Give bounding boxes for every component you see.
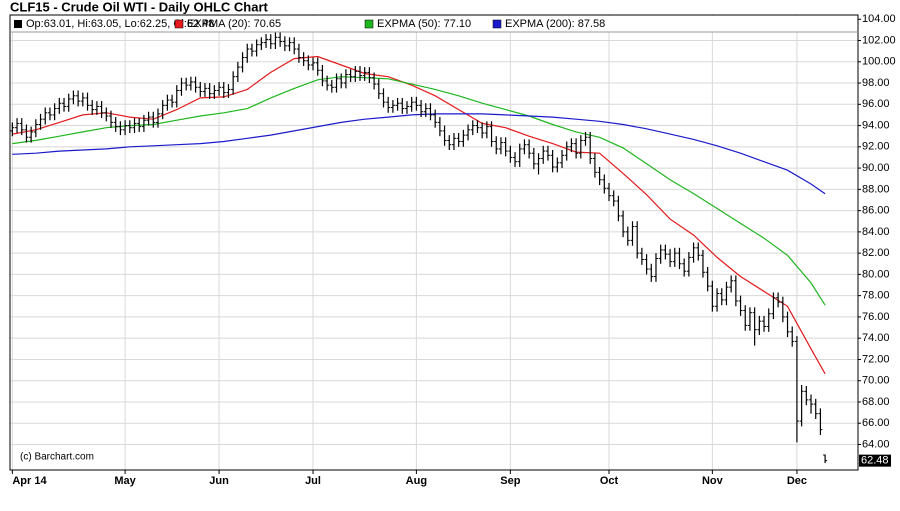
ema-line [12, 55, 826, 375]
last-price-label: 62.48 [861, 455, 889, 467]
y-tick-label: 100.00 [862, 56, 896, 68]
x-tick-label: Dec [787, 475, 807, 487]
ohlc-bars [10, 32, 828, 464]
y-tick-label: 64.00 [862, 438, 890, 450]
y-tick-label: 84.00 [862, 226, 890, 238]
ema-line [12, 113, 826, 195]
legend-label: Op:63.01, Hi:63.05, Lo:62.25, Cl:62.48 [26, 18, 214, 30]
legend-label: EXPMA (200): 87.58 [505, 18, 605, 30]
y-tick-label: 78.00 [862, 290, 890, 302]
y-tick-label: 94.00 [862, 119, 890, 131]
legend-label: EXPMA (20): 70.65 [187, 18, 281, 30]
plot-border [9, 14, 859, 471]
y-tick-label: 104.00 [862, 13, 896, 25]
legend-label: EXPMA (50): 77.10 [377, 18, 471, 30]
y-tick-label: 68.00 [862, 396, 890, 408]
overlay: Op:63.01, Hi:63.05, Lo:62.25, Cl:62.48EX… [10, 16, 891, 467]
legend-swatch [492, 19, 502, 29]
y-tick-label: 102.00 [862, 34, 896, 46]
last-price-box [859, 454, 891, 467]
y-tick-label: 90.00 [862, 162, 890, 174]
y-tick-label: 98.00 [862, 77, 890, 89]
copyright: (c) Barchart.com [20, 452, 94, 463]
legend-swatch [174, 19, 184, 29]
y-tick-label: 88.00 [862, 183, 890, 195]
y-tick-label: 74.00 [862, 332, 890, 344]
y-tick-label: 86.00 [862, 205, 890, 217]
x-tick-label: May [114, 475, 136, 487]
legend-swatch [364, 19, 374, 29]
ema-line [12, 76, 826, 306]
y-tick-label: 80.00 [862, 268, 890, 280]
x-tick-label: Aug [406, 475, 427, 487]
y-tick-label: 76.00 [862, 311, 890, 323]
y-tick-label: 82.00 [862, 247, 890, 259]
x-tick-label: Nov [702, 475, 724, 487]
x-tick-label: Jul [305, 475, 321, 487]
legend-background [11, 16, 857, 32]
y-tick-label: 92.00 [862, 141, 890, 153]
y-tick-label: 96.00 [862, 98, 890, 110]
x-tick-label: Oct [600, 475, 619, 487]
chart-title: CLF15 - Crude Oil WTI - Daily OHLC Chart [10, 0, 269, 14]
x-tick-label: Sep [500, 475, 520, 487]
y-tick-label: 70.00 [862, 375, 890, 387]
grid: 64.00 66.00 68.00 70.00 72.00 74.00 76.00 78.00… [9, 13, 896, 487]
y-tick-label: 72.00 [862, 353, 890, 365]
x-tick-label: Jun [209, 475, 229, 487]
moving-averages [12, 55, 826, 375]
legend-swatch [14, 20, 22, 28]
y-tick-label: 66.00 [862, 417, 890, 429]
x-tick-label: Apr 14 [12, 475, 47, 487]
